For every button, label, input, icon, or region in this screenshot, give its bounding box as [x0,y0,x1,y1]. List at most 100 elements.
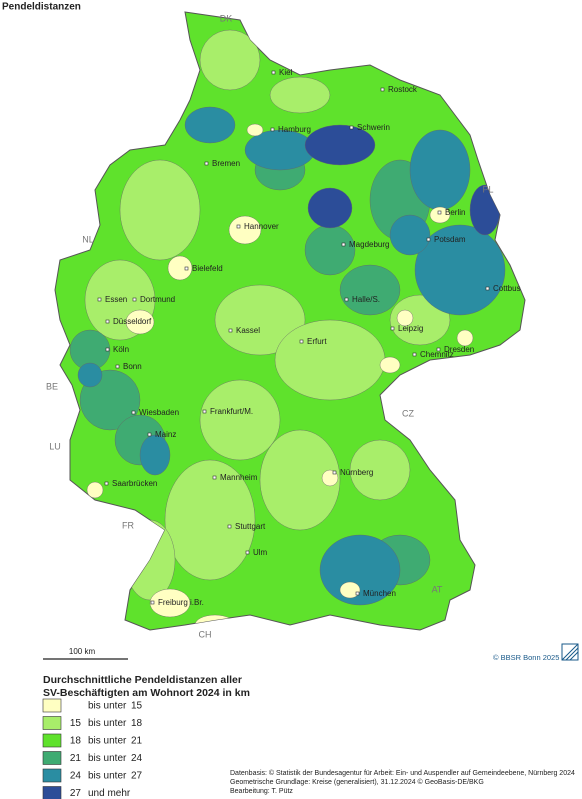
city-marker [426,237,431,242]
city-label: Kiel [279,68,293,77]
city-label: Wiesbaden [139,408,179,417]
city-marker [341,242,346,247]
city-label: Berlin [445,208,465,217]
city-label: Bielefeld [192,264,223,273]
city-marker [349,125,354,130]
city-label: Leipzig [398,324,423,333]
city-label: Schwerin [357,123,390,132]
city-marker [147,432,152,437]
city-marker [485,286,490,291]
city-marker [132,297,137,302]
legend-from: 18 [70,736,82,747]
country-label: LU [49,441,61,451]
country-label: CZ [402,408,414,418]
city-label: Köln [113,345,129,354]
legend-to: 21 [131,736,143,747]
district-area [274,319,386,401]
district-area [184,106,236,144]
district-area [125,309,155,335]
legend-text: bis unter [88,771,127,782]
district-area [379,356,401,374]
city-marker [299,339,304,344]
district-area [119,159,201,261]
city-label: Bonn [123,362,142,371]
city-marker [105,347,110,352]
city-marker [204,161,209,166]
district-patches [69,29,506,630]
legend-from: 15 [70,718,82,729]
city-label: Freiburg i.Br. [158,598,204,607]
city-label: Saarbrücken [112,479,157,488]
city-marker [412,352,417,357]
district-area [389,214,431,256]
district-area [414,224,506,316]
district-area [307,187,353,229]
city-marker [270,127,275,132]
city-label: München [363,589,396,598]
district-area [228,215,262,245]
city-label: Dresden [444,345,474,354]
legend-from: 27 [70,788,82,799]
country-label: BE [46,381,58,391]
city-marker [344,297,349,302]
district-area [409,129,471,211]
legend-to: 24 [131,753,143,764]
scale-label: 100 km [69,647,96,656]
district-area [349,439,411,501]
legend-swatch [42,768,62,783]
legend-from: 24 [70,771,82,782]
district-area [149,588,191,618]
city-label: Halle/S. [352,295,380,304]
city-marker [131,410,136,415]
district-area [339,581,361,599]
legend-from: 21 [70,753,82,764]
city-marker [97,297,102,302]
legend-text: bis unter [88,701,127,712]
country-label: NL [82,234,94,244]
city-label: Rostock [388,85,418,94]
credit: © BBSR Bonn 2025 [493,653,559,662]
city-label: Frankfurt/M. [210,407,253,416]
district-area [199,379,281,461]
legend-text: bis unter [88,753,127,764]
district-area [139,434,171,476]
city-marker [104,481,109,486]
country-label: FR [122,520,134,530]
district-area [77,362,103,388]
district-area [167,255,193,281]
source: Datenbasis: © Statistik der Bundesagentu… [230,769,575,777]
legend-swatch [42,698,62,713]
city-label: Magdeburg [349,240,389,249]
legend-text: und mehr [88,788,131,799]
country-label: CH [199,629,212,639]
district-area [246,123,264,137]
district-area [429,206,451,224]
district-area [304,224,356,276]
city-marker [227,524,232,529]
source: Geometrische Grundlage: Kreise (generali… [230,778,484,786]
city-marker [245,550,250,555]
district-area [456,329,474,347]
city-marker [228,328,233,333]
city-label: Potsdam [434,235,466,244]
city-label: Düsseldorf [113,317,152,326]
city-label: Nürnberg [340,468,373,477]
legend-swatch [42,733,62,748]
city-marker [115,364,120,369]
city-marker [271,70,276,75]
district-area [214,284,306,356]
source: Bearbeitung: T. Pütz [230,788,293,795]
legend-to: 18 [131,718,143,729]
district-area [396,309,414,327]
city-marker [332,470,337,475]
city-marker [236,224,241,229]
map-title: Pendeldistanzen [2,2,81,13]
city-marker [437,210,442,215]
city-label: Hannover [244,222,279,231]
country-label: DK [220,13,233,23]
district-area [304,124,376,166]
bbsr-logo [561,643,579,661]
city-label: Hamburg [278,125,311,134]
district-area [124,519,176,601]
